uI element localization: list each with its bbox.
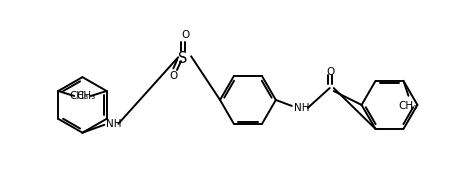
Text: S: S (179, 51, 188, 66)
Text: CH₃: CH₃ (399, 101, 418, 111)
Text: NH: NH (294, 103, 309, 113)
Text: O: O (181, 30, 189, 40)
Text: CH₃: CH₃ (76, 91, 95, 101)
Text: NH: NH (106, 119, 122, 129)
Text: O: O (169, 71, 177, 81)
Text: CH₃: CH₃ (70, 91, 89, 101)
Text: O: O (327, 67, 335, 77)
